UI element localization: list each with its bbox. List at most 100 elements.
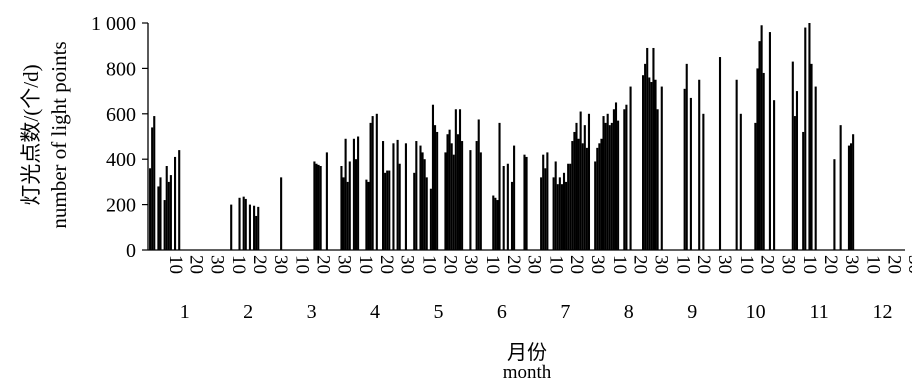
bar: [523, 154, 526, 250]
x-day-tick-label: 10: [545, 255, 566, 274]
bar: [498, 122, 501, 250]
bar: [542, 154, 545, 250]
x-day-tick-label: 30: [777, 255, 798, 274]
bar: [313, 161, 316, 250]
bar: [735, 79, 738, 250]
bar: [833, 159, 836, 250]
bar: [461, 141, 464, 250]
bar: [238, 197, 241, 250]
bar: [423, 159, 426, 250]
x-month-label: 5: [433, 301, 443, 323]
bar: [325, 152, 328, 250]
bar: [689, 97, 692, 250]
bar: [587, 113, 591, 250]
bar: [151, 127, 154, 250]
bar: [506, 163, 509, 250]
x-axis-label-en: month: [503, 362, 552, 382]
bar: [357, 136, 360, 250]
x-month-label: 12: [873, 301, 893, 323]
bar: [623, 109, 626, 250]
bar: [602, 116, 605, 250]
x-day-tick-label: 10: [419, 255, 440, 274]
x-day-tick-label: 20: [820, 255, 841, 274]
x-month-label: 10: [746, 301, 766, 323]
x-day-tick-label: 30: [460, 255, 481, 274]
bar: [552, 177, 555, 250]
bar: [608, 125, 611, 250]
bar: [169, 175, 172, 250]
bar: [567, 163, 570, 250]
bar: [319, 166, 322, 250]
x-day-tick-label: 30: [333, 255, 354, 274]
bar: [762, 72, 765, 250]
bar: [581, 143, 584, 250]
bar: [421, 152, 424, 250]
axes: [147, 23, 905, 251]
bar: [793, 116, 796, 250]
bar: [178, 150, 181, 250]
bar: [612, 109, 615, 250]
bar: [650, 82, 653, 251]
bar: [544, 168, 547, 250]
x-month-label: 3: [307, 301, 317, 323]
bar: [614, 102, 618, 250]
bar: [479, 152, 482, 250]
bar: [598, 143, 601, 250]
y-tick-label: 1 000: [91, 13, 136, 35]
bar: [317, 164, 320, 250]
bar: [475, 141, 478, 250]
x-day-tick-label: 10: [482, 255, 503, 274]
bar: [814, 86, 817, 250]
x-day-tick-label: 20: [186, 255, 207, 274]
bar: [425, 177, 428, 250]
bar: [386, 170, 389, 250]
x-day-tick-label: 30: [841, 255, 862, 274]
x-month-label: 11: [809, 301, 828, 323]
bar: [850, 143, 853, 250]
bar: [839, 125, 842, 250]
x-day-tick-label: 30: [397, 255, 418, 274]
bar: [344, 138, 347, 250]
bar: [369, 122, 372, 250]
x-day-tick-label: 20: [312, 255, 333, 274]
x-axis-month-labels: 1 2 3 4 5 6 7 8 9 10 11 12: [180, 301, 893, 323]
bar: [230, 204, 233, 250]
bar: [610, 122, 613, 250]
bar: [502, 166, 505, 250]
bar: [248, 204, 251, 250]
x-month-label: 4: [370, 301, 380, 323]
bar: [629, 86, 632, 250]
bar: [810, 63, 813, 250]
bar: [436, 131, 439, 250]
bar: [244, 198, 247, 250]
bar: [448, 129, 451, 250]
bar: [683, 88, 686, 250]
x-day-tick-label: 30: [270, 255, 291, 274]
x-axis-label: 月份 month: [503, 341, 552, 383]
bar: [388, 170, 391, 250]
x-day-tick-label: 10: [799, 255, 820, 274]
bar: [255, 215, 258, 250]
bar: [644, 63, 647, 250]
bar: [642, 75, 645, 251]
bar: [477, 119, 480, 250]
bar: [554, 161, 557, 250]
bar: [413, 172, 416, 250]
x-day-tick-label: 10: [165, 255, 186, 274]
bar: [617, 120, 620, 250]
bar: [346, 181, 349, 250]
x-day-tick-label: 20: [503, 255, 524, 274]
bar: [802, 131, 805, 250]
bar: [573, 131, 576, 250]
y-tick-label: 600: [106, 104, 136, 126]
bar: [579, 111, 582, 250]
bar: [525, 156, 528, 250]
x-day-tick-label: 10: [736, 255, 757, 274]
bar: [452, 154, 455, 250]
bar: [375, 113, 378, 250]
bar: [153, 116, 156, 250]
bar: [754, 122, 757, 250]
bar: [600, 138, 603, 250]
x-month-label: 9: [687, 301, 697, 323]
bar: [415, 141, 418, 250]
